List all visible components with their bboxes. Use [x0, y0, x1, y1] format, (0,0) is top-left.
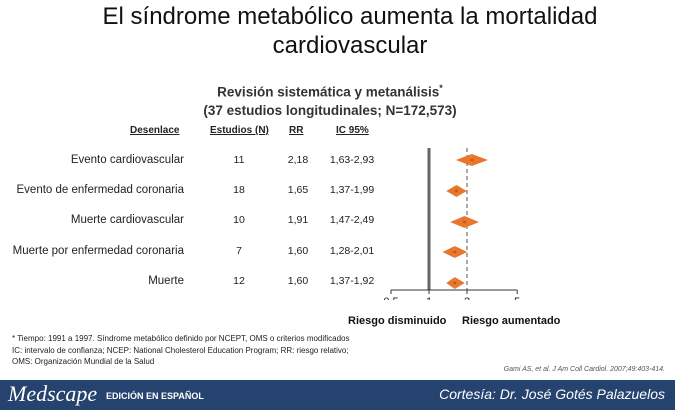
row-studies: 11 [233, 154, 245, 166]
x-tick-label: 1 [426, 296, 432, 300]
subtitle-line2: (37 estudios longitudinales; N=172,573) [203, 102, 457, 118]
row-studies: 10 [233, 214, 245, 226]
header-studies: Estudios (N) [210, 125, 269, 136]
row-ci: 1,37-1,92 [329, 275, 375, 287]
ci-right-arrow [471, 154, 488, 166]
ci-left-arrow [450, 216, 465, 228]
subtitle-footnote-mark: * [439, 83, 443, 93]
ci-marker [446, 277, 465, 289]
rr-point [453, 281, 457, 285]
footer-bar: Medscape EDICIÓN EN ESPAÑOL Cortesía: Dr… [0, 380, 675, 410]
ci-marker [446, 185, 467, 197]
forest-plot: 0,5 1 2 5 [383, 148, 520, 300]
rr-point [462, 220, 466, 224]
row-studies: 7 [236, 245, 242, 257]
x-tick-label: 2 [464, 296, 470, 300]
rr-point [453, 250, 457, 254]
ci-left-arrow [446, 277, 455, 289]
row-studies: 12 [233, 275, 245, 287]
ci-right-arrow [456, 185, 467, 197]
row-outcome: Muerte cardiovascular [70, 214, 184, 226]
row-outcome: Muerte [148, 275, 184, 287]
row-rr: 1,60 [287, 275, 309, 287]
row-outcome: Evento cardiovascular [70, 154, 184, 166]
subtitle: Revisión sistemática y metanálisis* (37 … [150, 79, 510, 120]
footnote-1: * Tiempo: 1991 a 1997. Síndrome metabóli… [12, 334, 350, 343]
header-outcome: Desenlace [130, 125, 180, 136]
risk-decreased-label: Riesgo disminuido [348, 315, 447, 327]
row-ci: 1,63-2,93 [329, 154, 375, 166]
x-tick-label: 5 [514, 296, 520, 300]
row-ci: 1,37-1,99 [329, 184, 375, 196]
ci-marker [442, 246, 468, 258]
row-outcome: Evento de enfermedad coronaria [16, 184, 185, 196]
footnote-2: IC: intervalo de confianza; NCEP: Nation… [12, 346, 349, 355]
rr-point [454, 189, 458, 193]
row-rr: 1,60 [287, 245, 309, 257]
ci-right-arrow [454, 277, 465, 289]
rr-point [470, 158, 474, 162]
row-ci: 1,28-2,01 [329, 245, 375, 257]
ci-right-arrow [454, 246, 468, 258]
ci-marker [450, 216, 480, 228]
header-ci: IC 95% [336, 125, 369, 136]
ci-right-arrow [464, 216, 480, 228]
row-rr: 2,18 [287, 154, 309, 166]
ci-left-arrow [446, 185, 457, 197]
row-ci: 1,47-2,49 [329, 214, 375, 226]
row-rr: 1,65 [287, 184, 309, 196]
ci-left-arrow [442, 246, 455, 258]
courtesy-text: Cortesía: Dr. José Gotés Palazuelos [439, 386, 665, 402]
subtitle-line1: Revisión sistemática y metanálisis [217, 84, 440, 100]
x-tick-label: 0,5 [383, 296, 398, 300]
risk-increased-label: Riesgo aumentado [462, 315, 561, 327]
header-rr: RR [289, 125, 304, 136]
medscape-logo: Medscape [8, 381, 98, 406]
edition-label: EDICIÓN EN ESPAÑOL [106, 391, 204, 401]
citation: Gami AS, et al. J Am Coll Cardiol. 2007;… [503, 366, 665, 373]
row-studies: 18 [233, 184, 245, 196]
ci-left-arrow [455, 154, 472, 166]
slide-title: El síndrome metabólico aumenta la mortal… [102, 3, 598, 59]
row-rr: 1,91 [287, 214, 309, 226]
footnote-3: OMS: Organización Mundial de la Salud [12, 357, 155, 366]
row-outcome: Muerte por enfermedad coronaria [12, 245, 184, 257]
ci-marker [455, 154, 488, 166]
